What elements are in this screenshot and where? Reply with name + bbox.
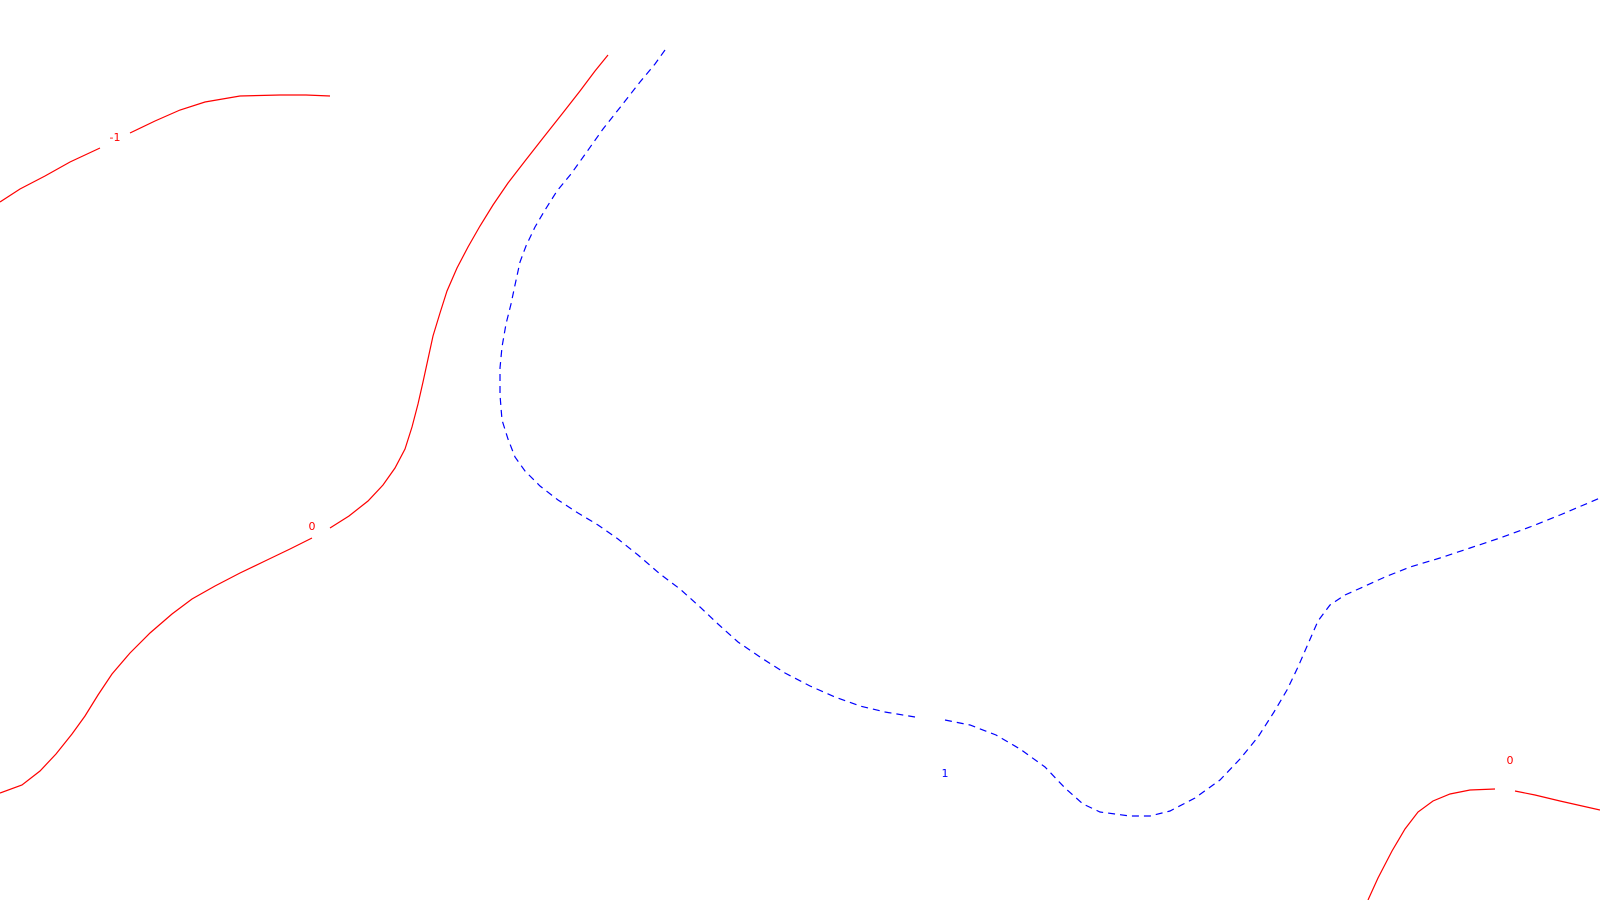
contour-line-level-0-2-0 [1367, 788, 1496, 900]
contour-line-level-0-1-1 [0, 537, 313, 794]
contour-line-level-0-2-1 [1514, 790, 1600, 811]
contour-label-2: 0 [1507, 754, 1514, 767]
contour-label-0: -1 [110, 131, 121, 144]
contour-line-level-0-1-0 [329, 54, 609, 529]
contour-line-level-neg1-0-1 [129, 94, 331, 134]
contour-line-level-neg1-0-0 [0, 147, 101, 203]
contour-line-level-1-3-1 [944, 497, 1600, 817]
contour-label-3: 1 [942, 767, 949, 780]
contour-label-1: 0 [309, 520, 316, 533]
contour-line-level-1-3-0 [499, 49, 916, 718]
